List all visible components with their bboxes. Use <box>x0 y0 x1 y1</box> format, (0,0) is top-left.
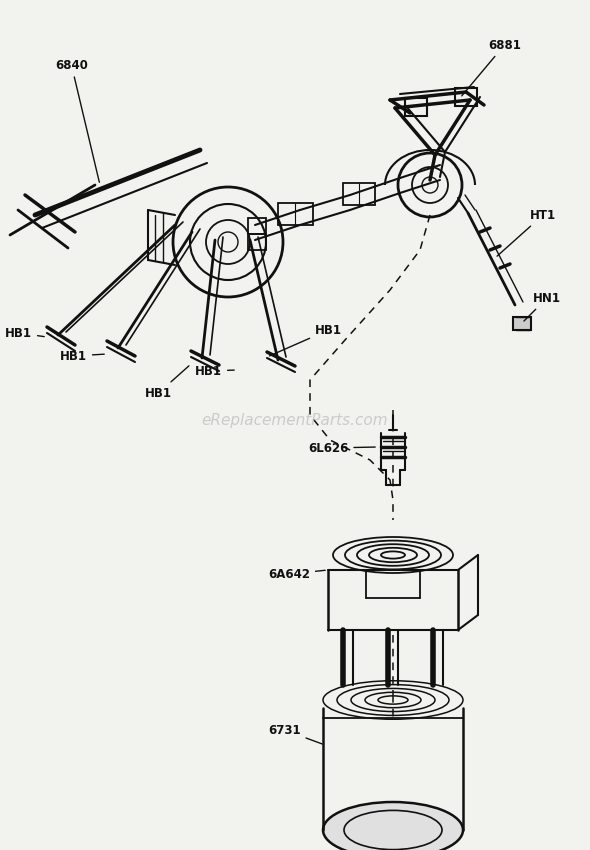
Text: HT1: HT1 <box>497 208 556 256</box>
Text: eReplacementParts.com: eReplacementParts.com <box>202 412 388 428</box>
Text: 6840: 6840 <box>55 59 99 182</box>
Text: 6731: 6731 <box>268 723 322 744</box>
Text: HB1: HB1 <box>5 326 44 339</box>
Text: HB1: HB1 <box>145 366 189 400</box>
Bar <box>248 218 266 234</box>
Bar <box>405 98 427 116</box>
Bar <box>343 183 375 205</box>
Text: HB1: HB1 <box>195 365 234 377</box>
Bar <box>455 88 477 106</box>
Text: 6L626: 6L626 <box>308 441 375 455</box>
Ellipse shape <box>323 802 463 850</box>
Text: 6881: 6881 <box>462 38 521 96</box>
Text: 6A642: 6A642 <box>268 568 325 581</box>
Bar <box>513 317 531 330</box>
Bar <box>248 234 266 250</box>
Text: HB1: HB1 <box>60 349 104 362</box>
Text: HN1: HN1 <box>524 292 561 321</box>
Bar <box>278 203 313 225</box>
Text: HB1: HB1 <box>270 324 342 356</box>
